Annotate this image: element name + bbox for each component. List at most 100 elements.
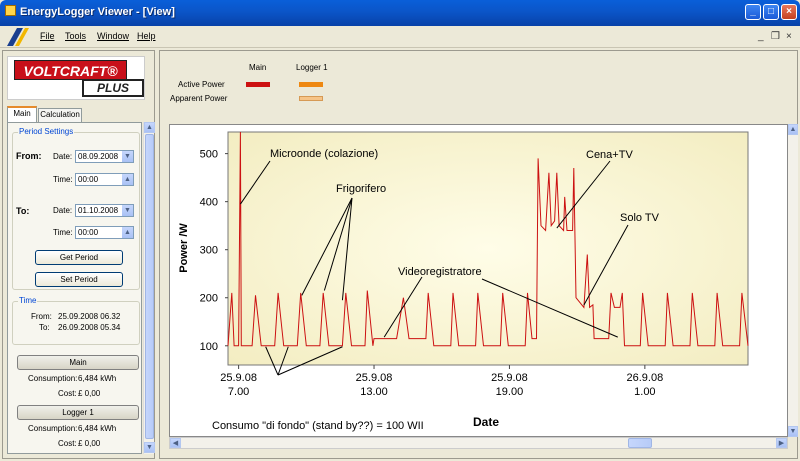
- to-date-field[interactable]: 01.10.2008 ▼: [75, 204, 134, 217]
- mdi-close-button[interactable]: ×: [786, 31, 792, 42]
- main-tab-pane: Period Settings From: Date: 08.09.2008 ▼ …: [7, 122, 142, 454]
- main-view: Main Logger 1 Active Power Apparent Powe…: [159, 50, 798, 459]
- annotation-arrow: [341, 197, 353, 301]
- get-period-button[interactable]: Get Period: [35, 250, 123, 265]
- maximize-button[interactable]: □: [763, 4, 779, 20]
- legend-col-main: Main: [249, 63, 267, 72]
- annotation-videoregistratore: Videoregistratore: [398, 266, 482, 278]
- annotation-arrow: [383, 276, 423, 338]
- side-panel: VOLTCRAFT® PLUS Main Calculation Period …: [2, 50, 155, 459]
- mdi-restore-button[interactable]: ❒: [771, 31, 780, 42]
- y-axis-label: Power /W: [178, 223, 190, 273]
- logger-main-button[interactable]: Main: [17, 355, 139, 370]
- scroll-down-icon[interactable]: ▼: [788, 426, 798, 437]
- spinner-icon[interactable]: ▲: [122, 174, 133, 185]
- x-tick-label: 25.9.08: [356, 372, 393, 384]
- close-button[interactable]: ×: [781, 4, 797, 20]
- x-tick-label: 13.00: [360, 386, 388, 398]
- scroll-thumb[interactable]: [628, 438, 652, 448]
- chart-vertical-scrollbar[interactable]: ▲ ▼: [788, 124, 798, 437]
- app-icon: [5, 5, 16, 16]
- to-label: To:: [16, 206, 30, 216]
- power-chart: 100 200 300 400 500 25.9.08 7.00 25.9.08 13.00 2…: [178, 131, 749, 432]
- voltcraft-logo: VOLTCRAFT® PLUS: [7, 56, 145, 100]
- set-period-button[interactable]: Set Period: [35, 272, 123, 287]
- chart-area: 100 200 300 400 500 25.9.08 7.00 25.9.08 13.00 2…: [169, 124, 788, 437]
- legend-swatch-logger-active: [299, 82, 323, 87]
- menu-bar: File Tools Window Help _ ❒ ×: [0, 26, 800, 48]
- annotation-arrow: [277, 346, 289, 376]
- x-tick-label: 1.00: [634, 386, 655, 398]
- logger-1-button[interactable]: Logger 1: [17, 405, 139, 420]
- time-to-label: To:: [39, 323, 50, 332]
- period-settings-legend: Period Settings: [18, 127, 75, 136]
- annotation-arrow: [277, 346, 343, 376]
- to-time-field[interactable]: 00:00 ▲: [75, 226, 134, 239]
- x-tick-label: 26.9.08: [627, 372, 664, 384]
- legend-row-apparent: Apparent Power: [170, 94, 228, 103]
- window-title: EnergyLogger Viewer - [View]: [20, 6, 175, 18]
- chart-horizontal-scrollbar[interactable]: ◀ ▶: [169, 437, 788, 449]
- to-date-label: Date:: [53, 206, 73, 215]
- menu-window[interactable]: Window: [97, 31, 130, 41]
- logger1-consumption-label: Consumption:: [28, 424, 78, 433]
- scroll-right-icon[interactable]: ▶: [776, 438, 787, 448]
- spinner-icon[interactable]: ▲: [122, 227, 133, 238]
- time-group: Time From: 25.09.2008 06.32 To: 26.09.20…: [12, 296, 140, 345]
- from-date-label: Date:: [53, 152, 73, 161]
- scroll-left-icon[interactable]: ◀: [170, 438, 181, 448]
- y-tick-label: 400: [200, 197, 218, 209]
- y-tick-label: 300: [200, 245, 218, 257]
- main-cost-label: Cost:: [58, 389, 77, 398]
- menu-help[interactable]: Help: [137, 31, 156, 41]
- time-to-value: 26.09.2008 05.34: [58, 323, 121, 332]
- annotation-arrow: [240, 160, 271, 205]
- time-legend: Time: [18, 296, 38, 305]
- x-tick-label: 19.00: [496, 386, 524, 398]
- scroll-thumb[interactable]: [145, 134, 154, 439]
- logger1-cost-value: £ 0,00: [78, 439, 101, 448]
- logger1-consumption-value: 6,484 kWh: [78, 424, 117, 433]
- annotation-consumo-di-fondo: Consumo "di fondo" (stand by??) = 100 WI…: [212, 420, 424, 432]
- legend-row-active: Active Power: [178, 80, 225, 89]
- logo-sub: PLUS: [82, 79, 144, 97]
- chevron-down-icon[interactable]: ▼: [122, 205, 133, 216]
- side-scrollbar[interactable]: ▲ ▼: [143, 122, 155, 454]
- x-axis-label: Date: [473, 415, 499, 429]
- plot-area: [227, 131, 749, 366]
- from-time-field[interactable]: 00:00 ▲: [75, 173, 134, 186]
- legend-swatch-main-active: [246, 82, 270, 87]
- logger1-cost-label: Cost:: [58, 439, 77, 448]
- period-settings-group: Period Settings From: Date: 08.09.2008 ▼ …: [12, 127, 140, 290]
- annotation-arrow: [556, 160, 611, 229]
- legend-swatch-logger-apparent: [299, 96, 323, 101]
- tab-main[interactable]: Main: [7, 106, 37, 122]
- annotation-arrow: [301, 197, 353, 296]
- legend-col-logger1: Logger 1: [296, 63, 328, 72]
- mdi-minimize-button[interactable]: _: [758, 31, 764, 42]
- from-label: From:: [16, 151, 42, 161]
- annotation-arrow: [323, 197, 353, 291]
- annotation-arrow: [481, 278, 618, 338]
- tab-calculation[interactable]: Calculation: [38, 108, 82, 122]
- y-tick-label: 200: [200, 293, 218, 305]
- annotation-solo-tv: Solo TV: [620, 212, 660, 224]
- annotation-frigorifero: Frigorifero: [336, 183, 386, 195]
- from-date-field[interactable]: 08.09.2008 ▼: [75, 150, 134, 163]
- menu-tools[interactable]: Tools: [65, 31, 87, 41]
- logo-brand: VOLTCRAFT®: [14, 60, 127, 80]
- annotation-arrow: [265, 346, 279, 376]
- scroll-up-icon[interactable]: ▲: [144, 122, 155, 133]
- scroll-up-icon[interactable]: ▲: [788, 124, 798, 135]
- menu-file[interactable]: File: [40, 31, 55, 41]
- main-cost-value: £ 0,00: [78, 389, 101, 398]
- main-consumption-label: Consumption:: [28, 374, 78, 383]
- x-tick-label: 25.9.08: [220, 372, 257, 384]
- title-bar: EnergyLogger Viewer - [View] _ □ ×: [0, 0, 800, 26]
- to-time-label: Time:: [53, 228, 73, 237]
- minimize-button[interactable]: _: [745, 4, 761, 20]
- chevron-down-icon[interactable]: ▼: [122, 151, 133, 162]
- time-from-label: From:: [31, 312, 52, 321]
- annotation-microonde: Microonde (colazione): [270, 148, 378, 160]
- scroll-down-icon[interactable]: ▼: [144, 442, 155, 453]
